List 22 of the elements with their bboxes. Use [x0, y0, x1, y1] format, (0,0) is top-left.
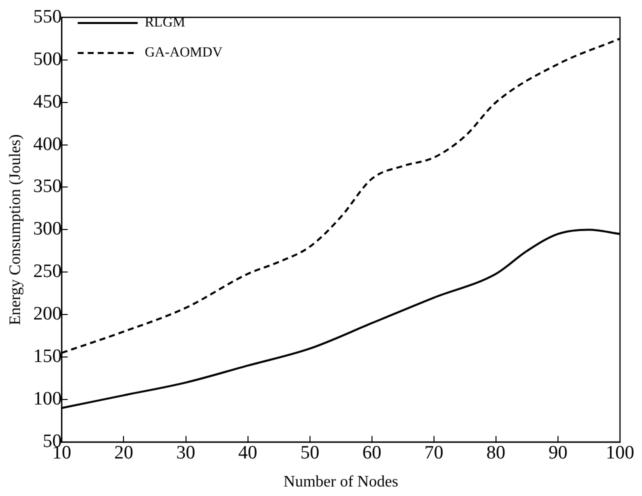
y-axis-title: Energy Consumption (Joules)	[6, 134, 24, 326]
x-tick-label: 70	[424, 442, 444, 464]
x-axis-title: Number of Nodes	[284, 474, 398, 491]
x-tick-label: 50	[300, 442, 320, 464]
y-tick-label: 300	[33, 218, 62, 240]
y-tick-label: 150	[33, 346, 62, 368]
legend-label: GA-AOMDV	[144, 46, 222, 61]
x-tick-label: 60	[362, 442, 382, 464]
x-tick-label: 30	[176, 442, 196, 464]
y-tick-label: 200	[33, 304, 62, 325]
y-tick-label: 400	[33, 134, 62, 155]
y-tick-label: 500	[33, 48, 62, 70]
y-tick-label: 250	[33, 261, 62, 282]
x-tick-label: 40	[238, 442, 258, 464]
y-tick-label: 550	[33, 6, 62, 28]
x-tick-label: 90	[548, 442, 568, 464]
y-tick-label: 450	[33, 91, 62, 112]
x-tick-label: 80	[486, 442, 506, 464]
x-tick-label: 100	[606, 442, 634, 464]
x-tick-label: 20	[114, 442, 134, 464]
y-tick-label: 350	[33, 176, 62, 198]
y-tick-label: 100	[33, 388, 62, 410]
